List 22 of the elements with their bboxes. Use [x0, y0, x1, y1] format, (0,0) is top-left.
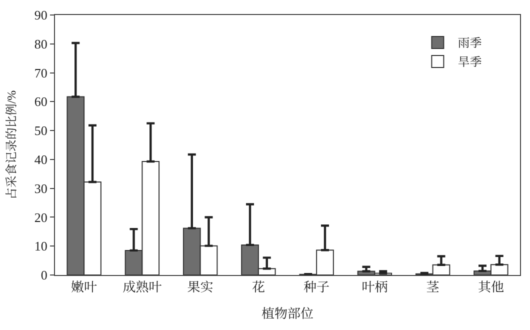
- legend-label: 旱季: [458, 55, 482, 70]
- y-tick-label: 20: [34, 210, 48, 225]
- x-tick-label: 成熟叶: [122, 280, 162, 295]
- y-tick-label: 50: [34, 123, 48, 138]
- y-tick-label: 10: [34, 238, 48, 254]
- y-tick-label: 90: [34, 8, 48, 23]
- x-tick-label: 种子: [304, 280, 330, 295]
- x-axis-title: 植物部位: [261, 306, 314, 322]
- x-tick-label: 嫩叶: [71, 280, 98, 295]
- y-tick-label: 60: [34, 94, 48, 110]
- y-tick-label: 40: [34, 152, 48, 167]
- x-tick-label: 其他: [478, 280, 504, 295]
- y-tick-label: 80: [34, 36, 48, 52]
- x-tick-label: 果实: [187, 280, 214, 295]
- y-tick-label: 30: [34, 180, 48, 196]
- x-tick-label: 叶柄: [362, 280, 388, 295]
- y-axis-title: 占采食记录的比例/%: [4, 90, 19, 200]
- y-tick-label: 0: [40, 268, 48, 283]
- x-tick-label: 茎: [426, 280, 440, 295]
- y-tick-label: 70: [34, 65, 48, 80]
- legend-label: 雨季: [458, 36, 482, 50]
- x-tick-label: 花: [252, 280, 265, 295]
